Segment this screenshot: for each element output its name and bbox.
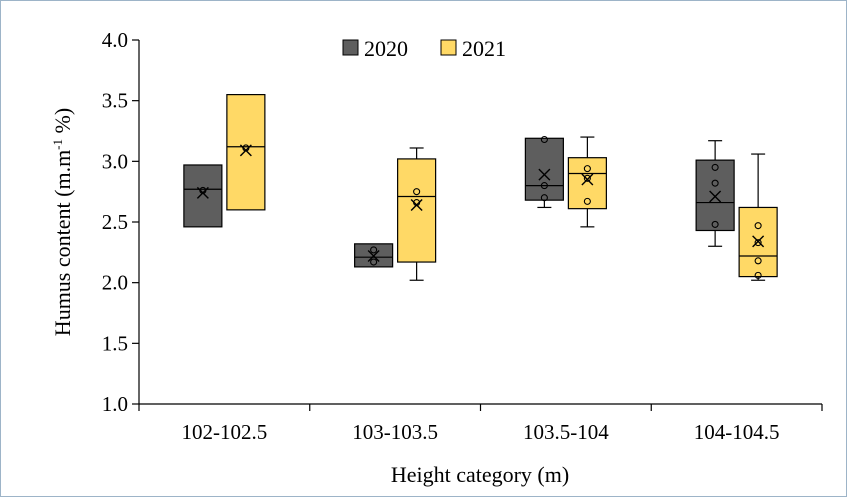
box-2020-1 — [354, 243, 394, 268]
data-point-1 — [540, 182, 548, 190]
y-tick-label-1: 1.5 — [102, 331, 128, 355]
legend-label-2020: 2020 — [364, 36, 408, 61]
x-tick-label-3: 104-104.5 — [694, 420, 780, 444]
mean-marker-b — [581, 173, 594, 186]
y-tick-label-0: 1.0 — [102, 392, 128, 416]
box-rect — [524, 137, 564, 201]
x-tick-label-1: 103-103.5 — [352, 420, 438, 444]
y-axis-title: Humus content (m.m-1 %) — [50, 108, 75, 336]
mean-marker-b — [752, 235, 765, 248]
mean-marker-b — [367, 249, 380, 262]
box-2021-0 — [226, 93, 266, 211]
box-rect — [183, 164, 223, 228]
data-point-0 — [711, 163, 719, 171]
legend: 2020 2021 — [342, 36, 506, 61]
data-point-2 — [540, 194, 548, 202]
y-axis-title-sup: -1 — [50, 139, 65, 150]
data-point-2 — [583, 197, 591, 205]
y-tick-label-6: 4.0 — [102, 28, 128, 52]
data-point-0 — [583, 165, 591, 173]
legend-swatch-2020 — [342, 39, 359, 56]
legend-label-2021: 2021 — [462, 36, 506, 61]
data-point-2 — [711, 220, 719, 228]
box-2020-0 — [183, 164, 223, 228]
data-point-0 — [754, 222, 762, 230]
mean-marker-b — [196, 186, 209, 199]
y-tick-label-2: 2.0 — [102, 271, 128, 295]
y-tick-label-5: 3.5 — [102, 89, 128, 113]
data-point-0 — [413, 188, 421, 196]
data-point-0 — [370, 246, 378, 254]
y-axis-title-end: %) — [50, 108, 75, 139]
box-rect — [226, 93, 266, 211]
mean-marker-b — [410, 199, 423, 212]
box-2021-1 — [397, 147, 437, 281]
box-rect — [695, 159, 735, 232]
x-axis-title: Height category (m) — [391, 462, 569, 487]
box-2021-2 — [567, 136, 607, 228]
x-tick-label-0: 102-102.5 — [182, 420, 268, 444]
y-tick-label-3: 2.5 — [102, 210, 128, 234]
data-point-1 — [370, 258, 378, 266]
legend-swatch-2021 — [440, 39, 457, 56]
data-point-0 — [540, 135, 548, 144]
data-point-1 — [583, 174, 591, 182]
mean-marker-b — [709, 190, 722, 203]
data-point-1 — [754, 239, 762, 247]
mean-marker-b — [538, 168, 551, 181]
box-2020-2 — [524, 135, 564, 209]
x-tick-label-2: 103.5-104 — [523, 420, 609, 444]
mean-marker-b — [239, 144, 252, 157]
data-point-2 — [754, 257, 762, 265]
box-rect — [567, 157, 607, 210]
box-2020-3 — [695, 140, 735, 247]
y-axis-title-main: Humus content (m.m — [50, 150, 75, 336]
box-2021-3 — [738, 153, 778, 281]
data-point-1 — [711, 179, 719, 187]
y-tick-label-4: 3.0 — [102, 149, 128, 173]
data-point-3 — [754, 271, 762, 279]
box-rect — [397, 158, 437, 263]
